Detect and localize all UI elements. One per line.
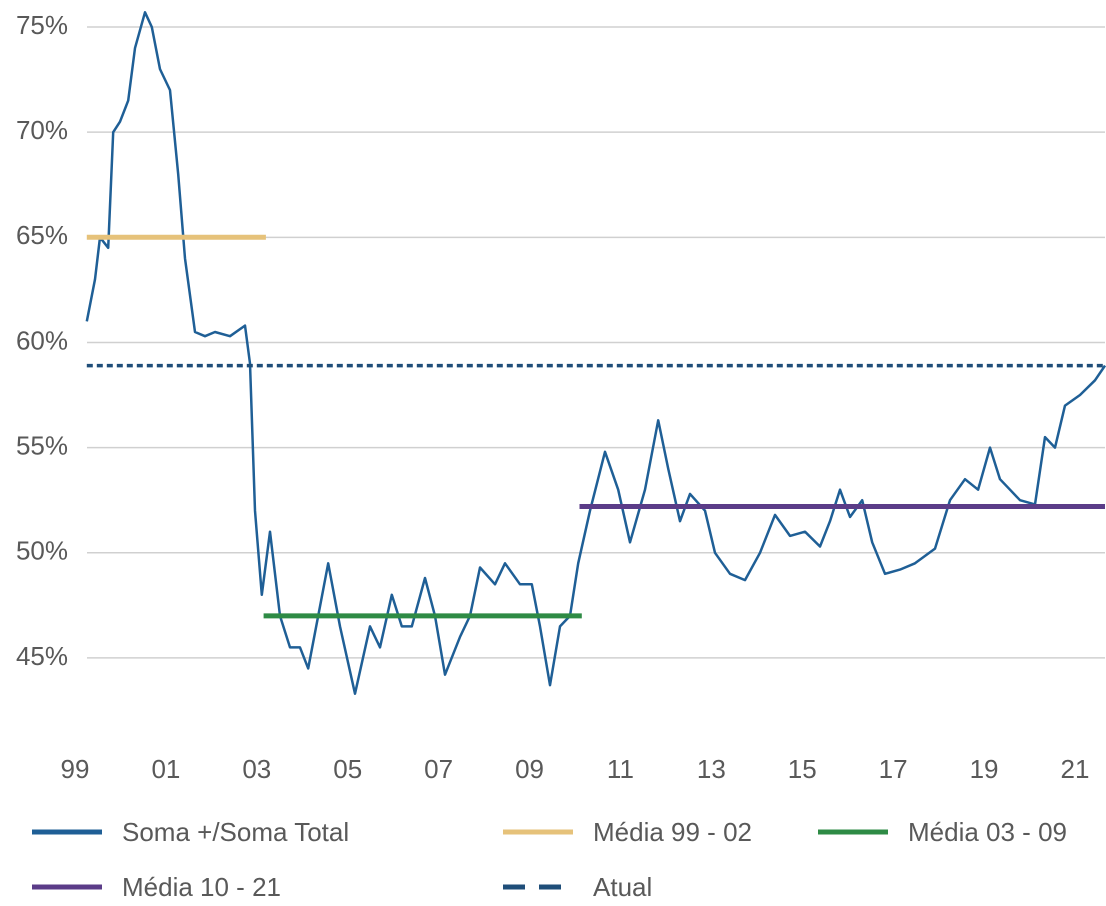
y-tick-label: 50% xyxy=(16,536,68,566)
y-tick-label: 65% xyxy=(16,220,68,250)
x-tick-label: 17 xyxy=(879,754,908,784)
x-tick-label: 99 xyxy=(61,754,90,784)
y-tick-label: 60% xyxy=(16,325,68,355)
x-tick-label: 11 xyxy=(607,754,634,784)
y-tick-label: 70% xyxy=(16,115,68,145)
x-tick-label: 09 xyxy=(515,754,544,784)
x-tick-label: 13 xyxy=(697,754,726,784)
x-tick-label: 01 xyxy=(151,754,180,784)
y-tick-label: 45% xyxy=(16,641,68,671)
x-tick-label: 03 xyxy=(242,754,271,784)
legend-label: Atual xyxy=(593,872,652,901)
x-tick-label: 15 xyxy=(788,754,817,784)
legend-label: Média 03 - 09 xyxy=(908,817,1067,847)
x-tick-label: 19 xyxy=(970,754,999,784)
series-line xyxy=(85,11,1106,695)
legend-label: Média 10 - 21 xyxy=(122,872,281,901)
y-tick-label: 75% xyxy=(16,10,68,40)
legend-label: Média 99 - 02 xyxy=(593,817,752,847)
x-tick-label: 21 xyxy=(1060,754,1089,784)
x-tick-label: 05 xyxy=(333,754,362,784)
x-tick-label: 07 xyxy=(424,754,453,784)
legend-label: Soma +/Soma Total xyxy=(122,817,349,847)
y-tick-label: 55% xyxy=(16,430,68,460)
